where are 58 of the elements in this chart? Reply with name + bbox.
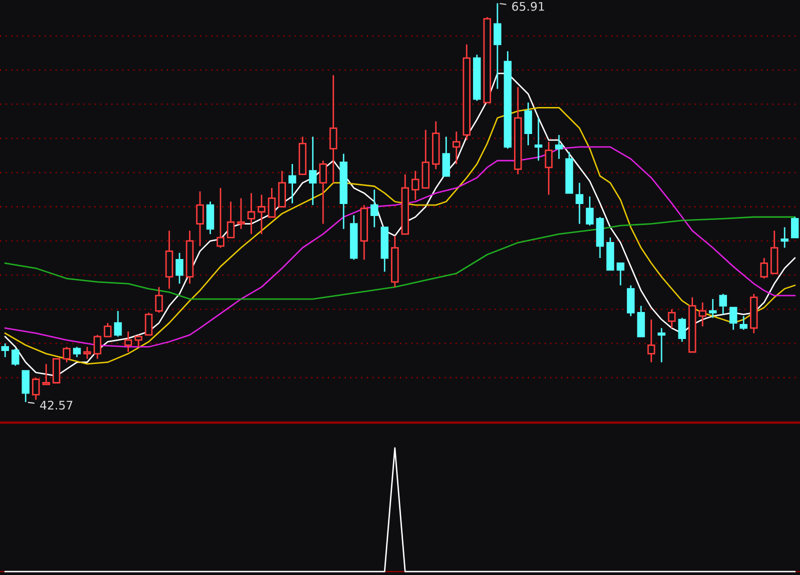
candlestick [626, 284, 635, 317]
candlestick [196, 190, 204, 247]
candlestick [114, 310, 122, 338]
candlestick [412, 170, 420, 201]
candlestick [83, 346, 92, 360]
candlestick [144, 312, 153, 336]
candlestick [176, 252, 184, 284]
candlestick [760, 257, 768, 280]
candlestick [544, 141, 553, 196]
candlestick [247, 192, 256, 235]
candlestick [494, 2, 502, 90]
candlestick [329, 74, 338, 184]
candlestick [668, 308, 676, 329]
candlestick [524, 102, 532, 146]
candlestick [534, 117, 542, 162]
candlestick [616, 262, 624, 286]
candlestick [226, 200, 235, 238]
candlestick [62, 346, 71, 363]
candlestick [52, 358, 60, 384]
candlestick [442, 136, 450, 177]
candlestick [698, 302, 706, 328]
candlestick [586, 196, 594, 226]
candlestick [708, 298, 717, 319]
candlestick [268, 187, 276, 218]
candlestick [719, 293, 727, 316]
candlestick [104, 322, 112, 338]
candlestick [555, 134, 563, 160]
candlestick [637, 305, 645, 338]
candlestick [790, 216, 799, 238]
annotation: 65.91 [512, 2, 544, 11]
candlestick [22, 370, 30, 403]
candlestick [134, 334, 142, 348]
candlestick [647, 318, 656, 363]
candlestick [216, 187, 224, 248]
candlestick [729, 306, 738, 330]
candlestick [206, 200, 214, 235]
candlestick [452, 130, 460, 165]
candlestick [32, 376, 40, 401]
candlestick [42, 363, 50, 386]
candlestick [278, 170, 286, 208]
candlestick [370, 188, 378, 228]
candlestick [576, 182, 584, 225]
candlestick [237, 198, 245, 230]
candlestick [780, 226, 788, 248]
candlestick [319, 160, 327, 225]
candlestick [658, 327, 666, 363]
annotation: 42.57 [40, 400, 72, 410]
candlestick [155, 286, 163, 314]
candlestick [12, 348, 20, 366]
candlestick [678, 317, 686, 342]
candlestick [288, 163, 296, 204]
candlestick [258, 194, 266, 235]
candlestick [73, 346, 81, 358]
candlestick [740, 315, 748, 330]
candlestick [94, 334, 102, 360]
candlestick [308, 136, 317, 206]
candlestick [1, 342, 10, 358]
candlestick [124, 330, 132, 353]
